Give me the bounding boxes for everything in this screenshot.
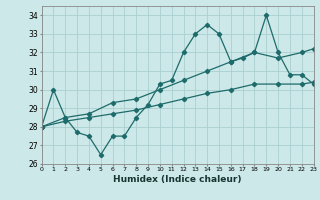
X-axis label: Humidex (Indice chaleur): Humidex (Indice chaleur)	[113, 175, 242, 184]
